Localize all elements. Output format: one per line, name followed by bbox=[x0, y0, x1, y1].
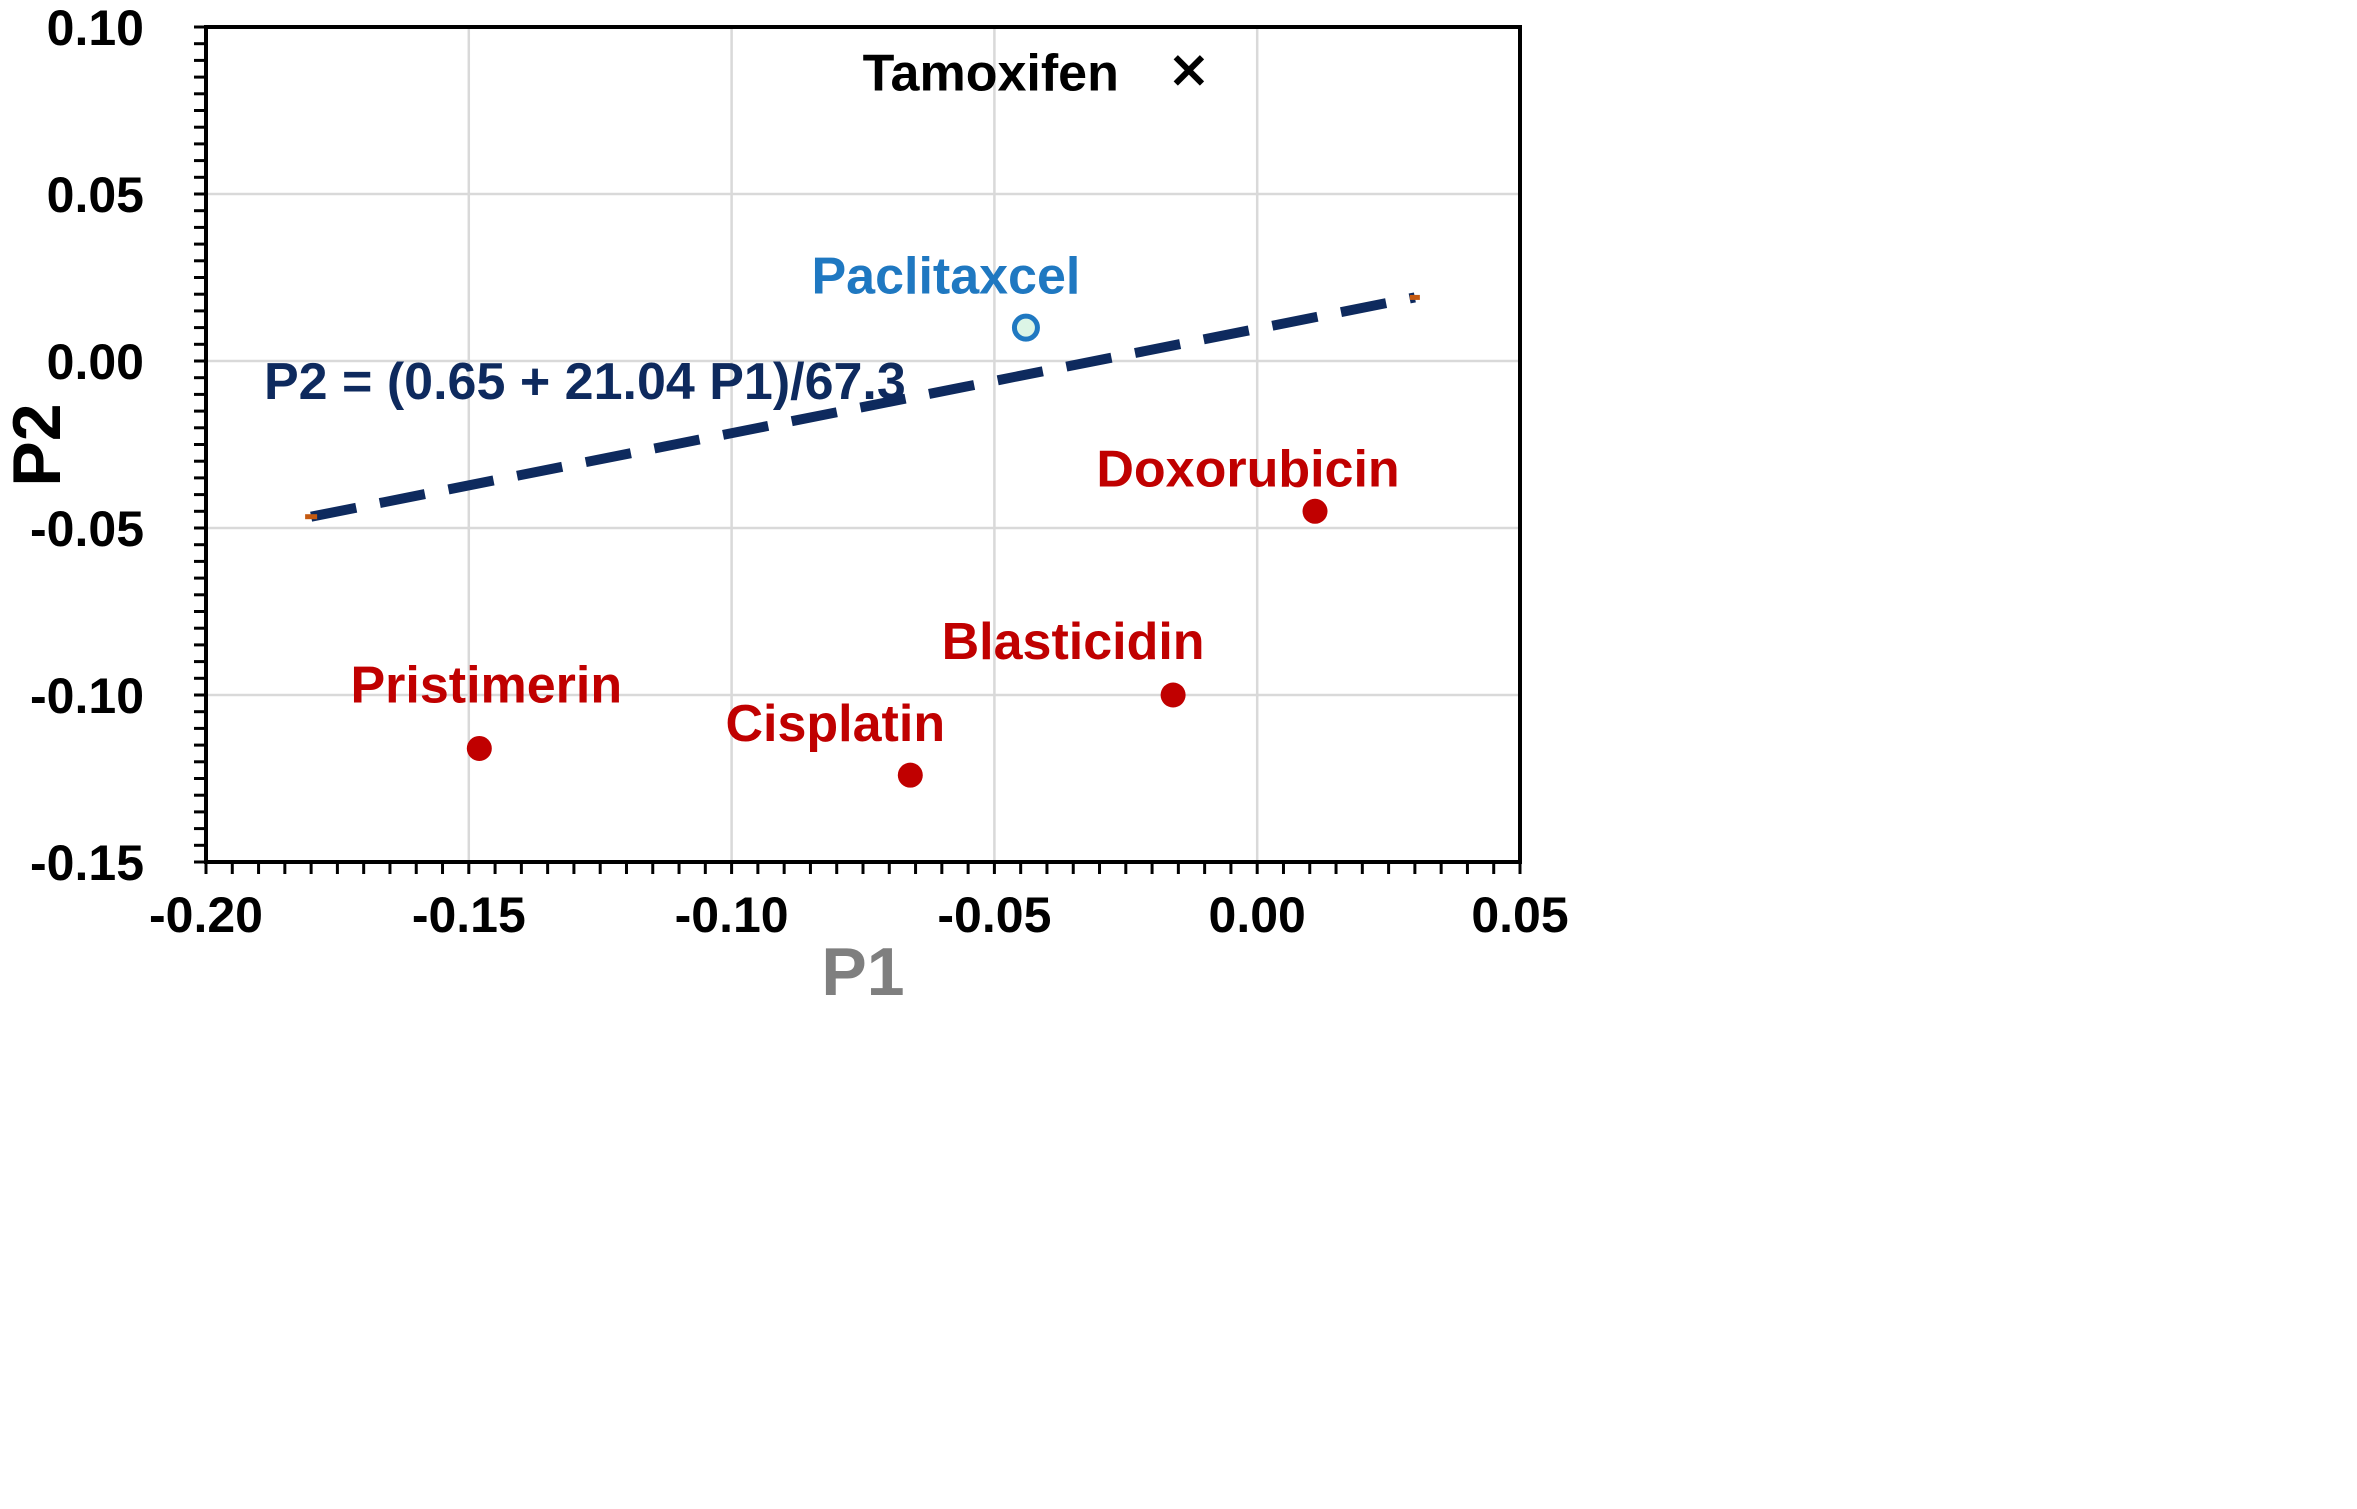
x-tick-label: -0.05 bbox=[937, 887, 1051, 943]
x-tick-label: -0.20 bbox=[149, 887, 263, 943]
point-cisplatin bbox=[897, 762, 923, 788]
y-tick-label: 0.00 bbox=[47, 334, 144, 390]
x-tick-label: -0.15 bbox=[412, 887, 526, 943]
discriminant-line bbox=[310, 292, 1416, 522]
data-points bbox=[466, 55, 1328, 788]
point-doxorubicin bbox=[1302, 498, 1328, 524]
label-tamoxifen: Tamoxifen bbox=[863, 44, 1119, 102]
point-blasticidin bbox=[1160, 682, 1186, 708]
discriminant-line-group bbox=[305, 292, 1420, 522]
point-labels: Tamoxifen Paclitaxcel Doxorubicin Blasticid… bbox=[350, 44, 1399, 753]
y-tick-label: -0.05 bbox=[30, 501, 144, 557]
label-blasticidin: Blasticidin bbox=[942, 613, 1205, 671]
label-doxorubicin: Doxorubicin bbox=[1096, 440, 1399, 498]
y-tick-label: -0.15 bbox=[30, 835, 144, 891]
label-cisplatin: Cisplatin bbox=[726, 695, 946, 753]
x-tick-label: -0.10 bbox=[675, 887, 789, 943]
label-paclitaxcel: Paclitaxcel bbox=[811, 248, 1080, 306]
point-pristimerin bbox=[466, 735, 492, 761]
y-tick-label: 0.05 bbox=[47, 167, 144, 223]
x-axis-title: P1 bbox=[821, 934, 904, 1010]
label-pristimerin: Pristimerin bbox=[350, 656, 622, 714]
y-tick-label: 0.10 bbox=[47, 0, 144, 56]
x-marker-stroke bbox=[1173, 55, 1205, 86]
x-tick-label: 0.00 bbox=[1209, 887, 1306, 943]
point-tamoxifen bbox=[1173, 55, 1205, 86]
y-axis-title: P2 bbox=[0, 403, 75, 486]
axes: -0.20 -0.15 -0.10 -0.05 0.00 0.05-0.15-0.10-0… bbox=[30, 0, 1569, 943]
equation-label: P2 = (0.65 + 21.04 P1)/67.3 bbox=[264, 353, 906, 411]
point-paclitaxcel bbox=[1011, 313, 1040, 342]
grid bbox=[206, 27, 1520, 862]
y-tick-label: -0.10 bbox=[30, 668, 144, 724]
x-tick-label: 0.05 bbox=[1471, 887, 1568, 943]
